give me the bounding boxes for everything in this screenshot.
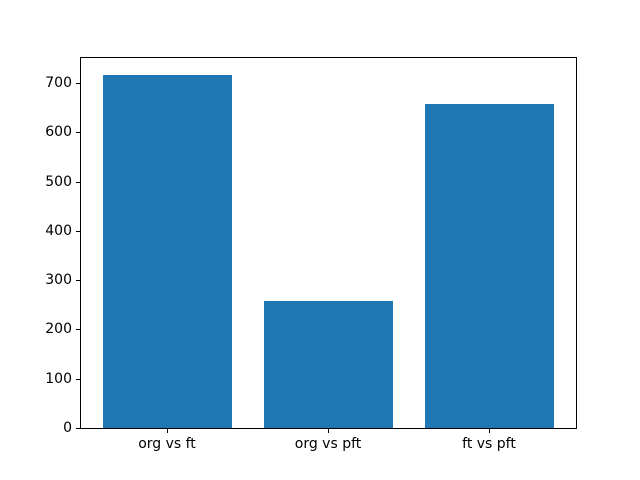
y-tick-label: 100 bbox=[45, 371, 72, 387]
y-tick-label: 0 bbox=[63, 420, 72, 436]
bar-ft-vs-pft bbox=[425, 104, 554, 428]
y-tick-mark bbox=[76, 329, 80, 330]
y-tick-mark bbox=[76, 132, 80, 133]
y-tick-label: 600 bbox=[45, 124, 72, 140]
x-tick-mark bbox=[489, 429, 490, 433]
y-tick-label: 700 bbox=[45, 75, 72, 91]
y-tick-mark bbox=[76, 280, 80, 281]
y-tick-label: 500 bbox=[45, 174, 72, 190]
y-tick-mark bbox=[76, 428, 80, 429]
y-tick-mark bbox=[76, 231, 80, 232]
bar-org-vs-pft bbox=[264, 301, 393, 428]
y-tick-label: 300 bbox=[45, 272, 72, 288]
y-tick-label: 200 bbox=[45, 321, 72, 337]
y-tick-mark bbox=[76, 83, 80, 84]
x-tick-mark bbox=[167, 429, 168, 433]
x-tick-label: org vs ft bbox=[138, 436, 196, 452]
x-tick-label: org vs pft bbox=[294, 436, 362, 452]
y-tick-mark bbox=[76, 182, 80, 183]
y-tick-label: 400 bbox=[45, 223, 72, 239]
x-tick-mark bbox=[328, 429, 329, 433]
bar-org-vs-ft bbox=[103, 75, 232, 428]
x-tick-label: ft vs pft bbox=[462, 436, 516, 452]
y-tick-mark bbox=[76, 379, 80, 380]
